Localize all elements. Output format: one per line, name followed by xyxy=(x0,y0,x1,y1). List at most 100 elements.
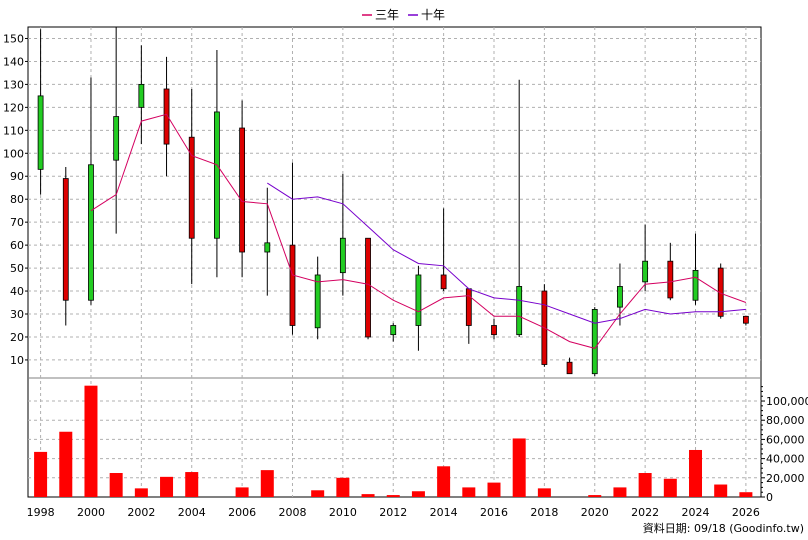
volume-bar xyxy=(537,488,551,497)
x-tick-label: 2022 xyxy=(631,506,659,519)
candle-body xyxy=(113,116,120,161)
ma-line xyxy=(267,182,746,324)
volume-bar xyxy=(311,490,325,497)
volume-bar xyxy=(739,492,753,497)
price-tick-label: 110 xyxy=(3,124,24,137)
x-tick-label: 2014 xyxy=(430,506,458,519)
price-tick-label: 80 xyxy=(10,193,24,206)
volume-bar xyxy=(34,451,48,497)
price-tick-label: 20 xyxy=(10,331,24,344)
x-tick-label: 2004 xyxy=(178,506,206,519)
volume-bar xyxy=(588,495,602,497)
volume-bar xyxy=(109,473,123,497)
candle-body xyxy=(667,260,674,299)
volume-bar xyxy=(411,491,425,497)
ma-line xyxy=(90,113,747,349)
plot-background xyxy=(27,26,762,498)
volume-bar xyxy=(613,487,627,497)
volume-bar xyxy=(84,385,98,497)
volume-bars xyxy=(34,385,753,497)
x-tick-label: 2000 xyxy=(77,506,105,519)
volume-tick-label: 0 xyxy=(766,491,773,504)
x-tick-label: 2012 xyxy=(379,506,407,519)
candle-body xyxy=(491,325,497,336)
moving-average-lines xyxy=(90,113,747,349)
candle-body xyxy=(289,244,296,326)
candle-body xyxy=(339,237,346,274)
x-tick-label: 2024 xyxy=(682,506,710,519)
candle-body xyxy=(88,164,94,301)
candle-body xyxy=(617,286,623,308)
volume-bar xyxy=(714,484,728,497)
volume-bar xyxy=(59,431,73,497)
candle-body xyxy=(692,269,699,301)
volume-tick-label: 40,000 xyxy=(766,453,805,466)
volume-bar xyxy=(134,488,148,497)
x-tick-label: 2018 xyxy=(530,506,558,519)
candle-body xyxy=(138,84,145,108)
x-tick-label: 2002 xyxy=(127,506,155,519)
candle-body xyxy=(264,242,271,253)
volume-bar xyxy=(689,449,703,497)
candle-body xyxy=(516,286,523,336)
volume-bar xyxy=(235,487,249,497)
volume-tick-label: 20,000 xyxy=(766,472,805,485)
volume-bar xyxy=(260,470,274,497)
candle-body xyxy=(37,95,44,170)
volume-bar xyxy=(361,494,375,497)
volume-bar xyxy=(638,473,652,497)
price-tick-label: 90 xyxy=(10,170,24,183)
candle-body xyxy=(163,88,170,145)
candle-body xyxy=(314,274,321,329)
candle-body xyxy=(188,136,195,239)
volume-bar xyxy=(160,476,174,497)
candle-body xyxy=(591,309,598,375)
price-tick-label: 140 xyxy=(3,55,24,68)
volume-tick-label: 80,000 xyxy=(766,414,805,427)
price-tick-label: 50 xyxy=(10,262,24,275)
price-tick-label: 30 xyxy=(10,308,24,321)
x-tick-label: 2008 xyxy=(278,506,306,519)
price-tick-label: 120 xyxy=(3,101,24,114)
candle-body xyxy=(62,178,69,301)
candle-body xyxy=(440,274,447,290)
legend-label: 三年 xyxy=(375,8,399,22)
volume-tick-label: 100,000 xyxy=(766,395,808,408)
volume-bar xyxy=(437,466,451,497)
x-tick-label: 2016 xyxy=(480,506,508,519)
candle-body xyxy=(214,111,220,239)
candle-body xyxy=(365,237,371,338)
price-tick-label: 60 xyxy=(10,239,24,252)
axes: 10 20 30 40 50 60 70 80 90 100 110 120 130 140 150 0 20,… xyxy=(3,32,808,519)
x-tick-label: 2026 xyxy=(732,506,760,519)
candle-body xyxy=(465,288,472,326)
price-tick-label: 10 xyxy=(10,354,24,367)
legend-label: 十年 xyxy=(421,8,445,22)
candle-body xyxy=(742,315,749,324)
candle-body xyxy=(642,260,649,283)
price-tick-label: 70 xyxy=(10,216,24,229)
legend: 三年 十年 xyxy=(362,8,445,22)
volume-bar xyxy=(487,482,501,497)
candle-body xyxy=(239,127,246,253)
price-tick-label: 130 xyxy=(3,78,24,91)
footer-text: 資料日期: 09/18 (Goodinfo.tw) xyxy=(643,521,804,535)
volume-tick-label: 60,000 xyxy=(766,433,805,446)
volume-bar xyxy=(462,487,476,497)
volume-bar xyxy=(663,478,677,497)
volume-bar xyxy=(512,438,526,497)
price-tick-label: 150 xyxy=(3,32,24,45)
price-tick-label: 40 xyxy=(10,285,24,298)
price-tick-label: 100 xyxy=(3,147,24,160)
x-tick-label: 1998 xyxy=(27,506,55,519)
x-tick-label: 2010 xyxy=(329,506,357,519)
x-tick-label: 2020 xyxy=(581,506,609,519)
candle-body xyxy=(415,274,422,326)
volume-bar xyxy=(185,472,199,497)
x-tick-label: 2006 xyxy=(228,506,256,519)
candle-body xyxy=(566,361,573,375)
volume-bar xyxy=(336,477,350,497)
volume-bar xyxy=(386,495,400,497)
candle-body xyxy=(390,325,397,336)
